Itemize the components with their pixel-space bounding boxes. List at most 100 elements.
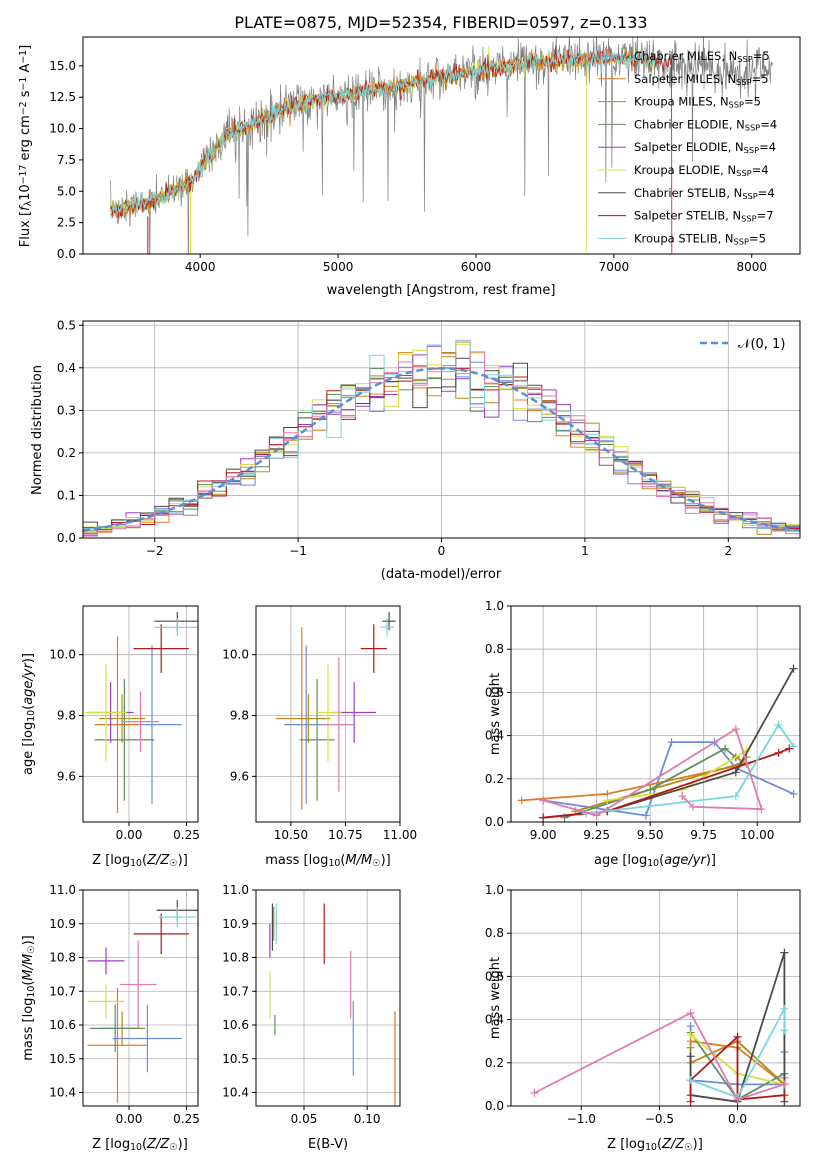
spectrum-legend-label: Chabrier MILES, NSSP=5 xyxy=(634,49,770,64)
spectrum-ytick-label: 10.0 xyxy=(49,122,76,136)
z_weight-ytick-label: 1.0 xyxy=(485,883,504,897)
age_weight-marker-pink xyxy=(688,802,697,811)
z_weight-marker-pink xyxy=(733,1095,742,1104)
age_weight-ytick-label: 0.2 xyxy=(485,772,504,786)
spectrum-frame xyxy=(82,36,801,255)
z_weight-xtick-label: −0.5 xyxy=(645,1112,674,1126)
spectrum-ytick-label: 15.0 xyxy=(49,59,76,73)
z_weight-xlabel: Z [log10(Z/Z☉)] xyxy=(607,1137,703,1153)
z_weight-marker-kroupa_stelib xyxy=(686,1076,695,1085)
age_weight-xtick-label: 9.50 xyxy=(637,828,664,842)
z_weight-xtick-label: −1.0 xyxy=(567,1112,596,1126)
residuals-xtick-label: −2 xyxy=(146,544,164,558)
age_weight-ylabel: mass weight xyxy=(488,673,503,755)
age_weight-line-salpeter_miles xyxy=(521,756,749,802)
mass_age-ytick-label: 9.6 xyxy=(230,769,249,783)
spectrum-legend-label: Chabrier STELIB, NSSP=4 xyxy=(634,186,775,201)
residuals-normal-curve xyxy=(83,367,800,532)
ebv_mass-frame xyxy=(255,889,401,1107)
spectrum-ylabel: Flux [fλ10−17 erg cm−2 s−1 A−1] xyxy=(18,45,34,247)
mass_age-xtick-label: 10.75 xyxy=(328,828,362,842)
mass_age-xlabel: mass [log10(M/M☉)] xyxy=(265,853,391,869)
z_weight-frame xyxy=(510,889,801,1107)
z_mass-ytick-label: 10.6 xyxy=(49,1018,76,1032)
age_weight-marker-chabrier_miles xyxy=(667,738,676,747)
age_weight-xtick-label: 9.25 xyxy=(583,828,610,842)
mass_age-ytick-label: 10.0 xyxy=(222,648,249,662)
age_weight-line-chabrier_miles xyxy=(542,741,794,817)
residuals-ytick-label: 0.2 xyxy=(57,446,76,460)
ebv_mass-xtick-label: 0.05 xyxy=(291,1112,318,1126)
residuals-xtick-label: 2 xyxy=(724,544,732,558)
age_weight-frame xyxy=(510,605,801,823)
ebv_mass-ytick-label: 10.9 xyxy=(222,917,249,931)
z_mass-xtick-label: 0.00 xyxy=(116,1112,143,1126)
spectrum-legend-label: Kroupa STELIB, NSSP=5 xyxy=(634,231,766,246)
spectrum-xtick-label: 8000 xyxy=(736,260,767,274)
z_weight-marker-pink xyxy=(780,1080,789,1089)
z_age-ytick-label: 9.8 xyxy=(57,709,76,723)
age_weight-marker-salpeter_stelib xyxy=(785,744,794,753)
ebv_mass-ytick-label: 10.6 xyxy=(222,1018,249,1032)
residuals-ytick-label: 0.0 xyxy=(57,531,76,545)
age_weight-ytick-label: 0.0 xyxy=(485,815,504,829)
z_age-ylabel: age [log10(age/yr)] xyxy=(21,653,37,775)
residuals-xtick-label: 0 xyxy=(438,544,446,558)
age_weight-marker-pink xyxy=(757,805,766,814)
z_weight-ytick-label: 0.2 xyxy=(485,1056,504,1070)
age_weight-marker-pink xyxy=(539,796,548,805)
z_weight-marker-kroupa_stelib xyxy=(780,1004,789,1013)
z_weight-marker-pink xyxy=(686,1009,695,1018)
ebv_mass-xtick-label: 0.10 xyxy=(354,1112,381,1126)
spectrum-xlabel: wavelength [Angstrom, rest frame] xyxy=(327,283,556,298)
spectrum-panel: 4000 5000 6000 7000 8000 0.0 2.5 5.0 7.5 10.0 12.5… xyxy=(49,36,801,274)
mass_age-plot-area xyxy=(275,612,396,810)
spectrum-legend-label: Salpeter ELODIE, NSSP=4 xyxy=(634,140,776,155)
residuals-plot-area xyxy=(83,339,800,537)
age_weight-ytick-label: 0.6 xyxy=(485,685,504,699)
age_weight-ytick-label: 0.4 xyxy=(485,729,504,743)
spectrum-xtick-label: 4000 xyxy=(185,260,216,274)
age_weight-panel: 9.00 9.25 9.50 9.75 10.00 0.0 0.2 0.4 0.6 0.8 1.0 xyxy=(485,599,801,842)
ebv_mass-ytick-label: 10.7 xyxy=(222,984,249,998)
residuals-legend-label: 𝒩(0, 1) xyxy=(738,337,785,352)
age_weight-marker-salpeter_stelib xyxy=(774,748,783,757)
z_mass-xtick-label: 0.25 xyxy=(173,1112,200,1126)
z_mass-ytick-label: 10.9 xyxy=(49,917,76,931)
spectrum-ytick-label: 5.0 xyxy=(57,184,76,198)
spectrum-model-salpeter_stelib xyxy=(110,45,673,254)
age_weight-xtick-label: 9.00 xyxy=(530,828,557,842)
age_weight-marker-chabrier_stelib xyxy=(731,768,740,777)
z_age-xtick-label: 0.00 xyxy=(116,828,143,842)
spectrum-xtick-label: 5000 xyxy=(323,260,354,274)
z_mass-ytick-label: 11.0 xyxy=(49,883,76,897)
age_weight-xtick-label: 9.75 xyxy=(690,828,717,842)
age_weight-ytick-label: 1.0 xyxy=(485,599,504,613)
z_weight-marker-chabrier_stelib xyxy=(780,948,789,957)
age_weight-marker-salpeter_miles xyxy=(517,796,526,805)
z_weight-ylabel: mass weight xyxy=(488,957,503,1039)
mass_age-frame xyxy=(255,605,401,823)
z_weight-marker-kroupa_stelib xyxy=(780,1026,789,1035)
z_weight-marker-kroupa_miles xyxy=(686,1043,695,1052)
z_mass-ytick-label: 10.4 xyxy=(49,1086,76,1100)
age_weight-marker-kroupa_stelib xyxy=(774,720,783,729)
z_mass-panel: 0.00 0.25 10.4 10.5 10.6 10.7 10.8 10.9 11.0 xyxy=(49,883,200,1126)
z_mass-ytick-label: 10.8 xyxy=(49,951,76,965)
spectrum-xtick-label: 6000 xyxy=(461,260,492,274)
z_age-xtick-label: 0.25 xyxy=(173,828,200,842)
z_weight-marker-kroupa_elodie xyxy=(686,1030,695,1039)
ebv_mass-ytick-label: 10.8 xyxy=(222,951,249,965)
figure-title: PLATE=0875, MJD=52354, FIBERID=0597, z=0… xyxy=(234,13,647,32)
z_mass-frame xyxy=(82,889,199,1107)
residuals-xtick-label: −1 xyxy=(289,544,307,558)
z_weight-marker-salpeter_stelib xyxy=(780,1091,789,1100)
ebv_mass-ytick-label: 11.0 xyxy=(222,883,249,897)
z_mass-ytick-label: 10.5 xyxy=(49,1052,76,1066)
z_mass-plot-area xyxy=(87,900,198,1103)
mass_age-ytick-label: 9.8 xyxy=(230,709,249,723)
age_weight-marker-kroupa_stelib xyxy=(731,792,740,801)
z_age-panel: 0.00 0.25 9.6 9.8 10.0 xyxy=(49,605,200,842)
mass_age-panel: 10.50 10.75 11.00 9.6 9.8 10.0 xyxy=(222,605,417,842)
